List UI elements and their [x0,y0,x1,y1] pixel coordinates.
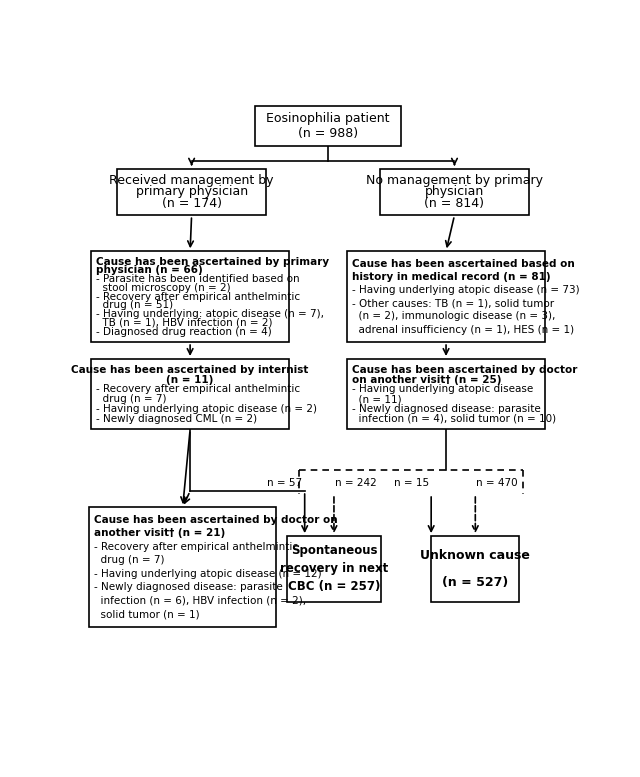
Text: - Having underlying atopic disease: - Having underlying atopic disease [352,385,533,394]
Text: physician (n = 66): physician (n = 66) [96,265,203,275]
Text: - Newly diagnosed disease: parasite: - Newly diagnosed disease: parasite [352,404,541,414]
FancyBboxPatch shape [347,359,545,430]
Text: solid tumor (n = 1): solid tumor (n = 1) [94,609,200,619]
FancyBboxPatch shape [347,251,545,342]
Text: Eosinophilia patient: Eosinophilia patient [266,113,390,125]
Text: Cause has been ascertained by primary: Cause has been ascertained by primary [96,256,329,267]
Text: primary physician: primary physician [136,186,248,198]
Text: stool microscopy (n = 2): stool microscopy (n = 2) [96,283,230,293]
Text: another visit† (n = 21): another visit† (n = 21) [94,528,225,538]
Text: Cause has been ascertained by doctor on: Cause has been ascertained by doctor on [94,515,337,525]
Text: drug (n = 51): drug (n = 51) [96,301,173,311]
Text: - Having underlying atopic disease (n = 12): - Having underlying atopic disease (n = … [94,569,321,579]
Text: Spontaneous: Spontaneous [291,545,377,557]
Text: (n = 527): (n = 527) [442,576,508,589]
Text: physician: physician [425,186,484,198]
Text: adrenal insufficiency (n = 1), HES (n = 1): adrenal insufficiency (n = 1), HES (n = … [352,325,574,335]
Text: (n = 988): (n = 988) [298,127,358,140]
Text: n = 242: n = 242 [335,478,377,487]
Text: Unknown cause: Unknown cause [420,549,531,562]
Text: (n = 11): (n = 11) [352,394,401,404]
Text: Received management by: Received management by [109,174,274,187]
FancyBboxPatch shape [380,169,529,215]
Text: on another visit† (n = 25): on another visit† (n = 25) [352,375,501,385]
FancyBboxPatch shape [91,251,289,342]
Text: n = 470: n = 470 [476,478,518,487]
FancyBboxPatch shape [431,536,520,601]
Text: (n = 2), immunologic disease (n = 3),: (n = 2), immunologic disease (n = 3), [352,312,555,322]
Text: - Diagnosed drug reaction (n = 4): - Diagnosed drug reaction (n = 4) [96,327,271,336]
Text: drug (n = 7): drug (n = 7) [94,556,164,566]
FancyBboxPatch shape [255,106,401,147]
Text: Cause has been ascertained by doctor: Cause has been ascertained by doctor [352,364,577,375]
Text: history in medical record (n = 81): history in medical record (n = 81) [352,272,550,282]
Text: (n = 814): (n = 814) [424,197,484,210]
Text: recovery in next: recovery in next [280,563,388,576]
Text: - Recovery after empirical anthelmintic: - Recovery after empirical anthelmintic [96,385,300,394]
Text: n = 57: n = 57 [267,478,302,487]
Text: Cause has been ascertained by internist: Cause has been ascertained by internist [72,364,308,375]
Text: infection (n = 6), HBV infection (n = 2),: infection (n = 6), HBV infection (n = 2)… [94,596,306,606]
Text: - Newly diagnosed disease: parasite: - Newly diagnosed disease: parasite [94,582,283,592]
Text: TB (n = 1), HBV infection (n = 2): TB (n = 1), HBV infection (n = 2) [96,318,273,328]
FancyBboxPatch shape [91,359,289,430]
FancyBboxPatch shape [117,169,266,215]
Text: No management by primary: No management by primary [366,174,543,187]
Text: drug (n = 7): drug (n = 7) [96,394,166,404]
FancyBboxPatch shape [287,536,381,601]
Text: n = 15: n = 15 [394,478,429,487]
Text: (n = 174): (n = 174) [162,197,221,210]
Text: (n = 11): (n = 11) [166,375,214,385]
FancyBboxPatch shape [89,507,276,627]
Text: CBC (n = 257): CBC (n = 257) [288,580,380,594]
Text: - Other causes: TB (n = 1), solid tumor: - Other causes: TB (n = 1), solid tumor [352,298,554,308]
Text: Cause has been ascertained based on: Cause has been ascertained based on [352,259,575,269]
Text: infection (n = 4), solid tumor (n = 10): infection (n = 4), solid tumor (n = 10) [352,413,556,423]
Text: - Having underlying atopic disease (n = 73): - Having underlying atopic disease (n = … [352,285,579,295]
Text: - Parasite has been identified based on: - Parasite has been identified based on [96,274,300,284]
Text: - Having underlying atopic disease (n = 2): - Having underlying atopic disease (n = … [96,404,317,414]
Text: - Newly diagnosed CML (n = 2): - Newly diagnosed CML (n = 2) [96,413,257,423]
Text: - Having underlying: atopic disease (n = 7),: - Having underlying: atopic disease (n =… [96,309,324,319]
Text: - Recovery after empirical anthelmintic: - Recovery after empirical anthelmintic [96,291,300,301]
Text: - Recovery after empirical anthelmintic: - Recovery after empirical anthelmintic [94,542,298,552]
